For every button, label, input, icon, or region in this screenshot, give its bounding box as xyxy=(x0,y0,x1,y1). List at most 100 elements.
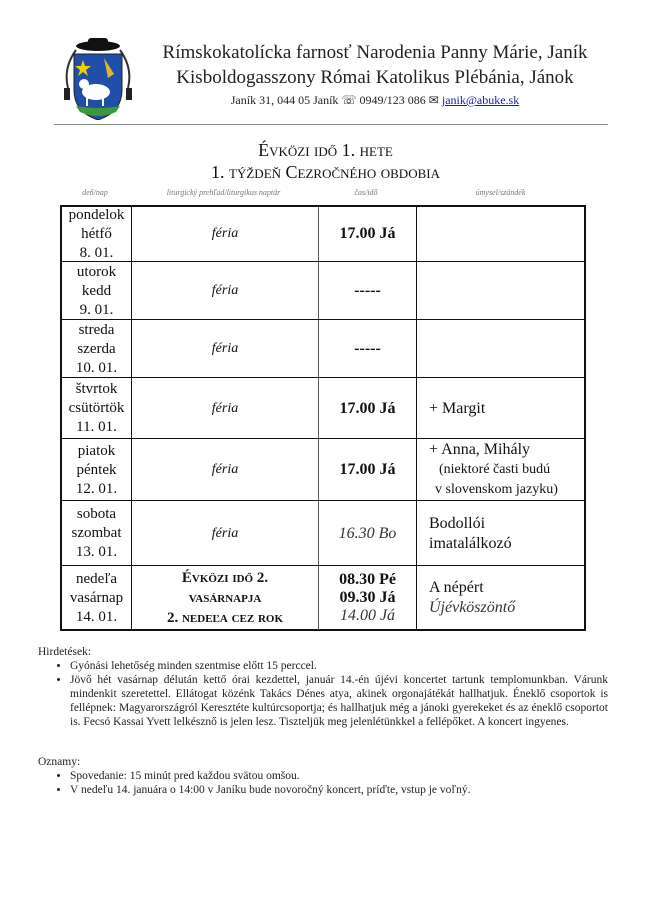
time-cell: 17.00 Já xyxy=(319,207,417,261)
table-row: nedeľa vasárnap 14. 01. Évközi idő 2. vasárn… xyxy=(62,565,584,630)
day-cell: sobota szombat 13. 01. xyxy=(62,501,132,566)
day-label: 12. 01. xyxy=(75,480,118,497)
announcement-item: Gyónási lehetőség minden szentmise előtt… xyxy=(70,659,608,673)
day-label: utorok xyxy=(76,263,117,280)
mass-time: 17.00 Já xyxy=(339,461,396,478)
time-cell: 17.00 Já xyxy=(319,439,417,501)
day-cell: utorok kedd 9. 01. xyxy=(62,262,132,320)
day-label: streda xyxy=(78,321,115,338)
liturgy-cell: Évközi idő 2. vasárnapja 2. nedeľa cez rok xyxy=(132,566,319,630)
intention-text: A népért xyxy=(429,579,484,596)
liturgy-cell: féria xyxy=(132,262,319,320)
intention-cell xyxy=(417,320,584,378)
address: Janík 31, 044 05 Janík xyxy=(230,93,339,107)
schedule-table: pondelok hétfő 8. 01. féria 17.00 Já utorok ke… xyxy=(60,205,586,631)
day-label: 11. 01. xyxy=(76,419,117,435)
liturgy-label: féria xyxy=(211,341,239,356)
header-divider xyxy=(54,124,608,125)
time-cell: ----- xyxy=(319,262,417,320)
announcement-item: Jövő hét vasárnap délután kettő órai kez… xyxy=(70,673,608,729)
liturgy-label: féria xyxy=(211,462,239,477)
intention-cell: + Margit xyxy=(417,378,584,439)
liturgy-cell: féria xyxy=(132,501,319,566)
mass-time: 16.30 Bo xyxy=(338,524,397,542)
mass-time: ----- xyxy=(354,340,381,357)
table-row: štvrtok csütörtök 11. 01. féria 17.00 Já + Ma… xyxy=(62,377,584,439)
mass-time: 09.30 Já xyxy=(339,589,396,606)
announcements-hu-heading: Hirdetések: xyxy=(38,646,92,658)
liturgy-cell: féria xyxy=(132,320,319,378)
week-title-sk: 1. týždeň Cezročného obdobia xyxy=(211,162,440,182)
day-cell: nedeľa vasárnap 14. 01. xyxy=(62,566,132,630)
column-header-day: deň/nap xyxy=(82,188,108,197)
day-label: nedeľa xyxy=(75,570,118,587)
day-label: kedd xyxy=(81,282,112,299)
liturgy-title: vasárnapja xyxy=(188,590,262,606)
parish-coat-of-arms-logo xyxy=(64,38,132,120)
time-cell: ----- xyxy=(319,320,417,378)
parish-name-sk: Rímskokatolícka farnosť Narodenia Panny … xyxy=(162,42,588,63)
intention-text: (niektoré časti budú xyxy=(439,462,551,477)
announcement-item: Spovedanie: 15 minút pred každou svätou … xyxy=(70,769,608,783)
day-cell: streda szerda 10. 01. xyxy=(62,320,132,378)
day-cell: piatok péntek 12. 01. xyxy=(62,439,132,501)
day-cell: štvrtok csütörtök 11. 01. xyxy=(62,378,132,439)
announcements-sk-heading: Oznamy: xyxy=(38,756,81,768)
telephone-icon: ☏ xyxy=(341,93,357,107)
mass-time: 17.00 Já xyxy=(339,225,396,242)
announcement-item: V nedeľu 14. januára o 14:00 v Janíku bu… xyxy=(70,783,608,797)
liturgy-label: féria xyxy=(211,283,239,298)
day-label: hétfő xyxy=(81,225,112,242)
day-label: 14. 01. xyxy=(75,608,118,625)
column-header-intention: úmysel/szándék xyxy=(475,188,526,197)
mass-time: ----- xyxy=(354,282,381,299)
liturgy-title: 2. nedeľa cez rok xyxy=(166,610,284,626)
intention-text: v slovenskom jazyku) xyxy=(435,482,558,497)
time-cell: 08.30 Pé 09.30 Já 14.00 Já xyxy=(319,566,417,630)
intention-cell: + Anna, Mihály (niektoré časti budú v slov… xyxy=(417,439,584,501)
day-label: piatok xyxy=(77,442,116,459)
liturgy-label: féria xyxy=(211,400,239,416)
intention-text: + Anna, Mihály xyxy=(429,441,531,458)
day-label: sobota xyxy=(76,506,117,522)
intention-text: imatalálkozó xyxy=(429,534,512,552)
day-label: 9. 01. xyxy=(79,301,114,318)
liturgy-label: féria xyxy=(211,226,239,241)
day-label: 8. 01. xyxy=(79,244,114,261)
intention-text: + Margit xyxy=(429,399,486,417)
announcements-hu: Hirdetések: Gyónási lehetőség minden sze… xyxy=(38,645,608,729)
intention-text: Bodollói xyxy=(429,514,486,532)
table-row: pondelok hétfő 8. 01. féria 17.00 Já xyxy=(62,207,584,261)
column-header-liturgy: liturgický prehľad/liturgikus naptár xyxy=(166,188,281,197)
mass-time: 17.00 Já xyxy=(339,399,396,417)
day-label: 10. 01. xyxy=(75,359,118,376)
liturgy-cell: féria xyxy=(132,439,319,501)
phone-number: 0949/123 086 xyxy=(359,93,426,107)
intention-cell xyxy=(417,262,584,320)
day-label: štvrtok xyxy=(75,381,118,397)
day-label: pondelok xyxy=(68,206,125,223)
table-row: sobota szombat 13. 01. féria 16.30 Bo Bodolló… xyxy=(62,500,584,566)
email-link[interactable]: janik@abuke.sk xyxy=(441,93,520,107)
liturgy-cell: féria xyxy=(132,207,319,261)
mass-time: 14.00 Já xyxy=(339,607,396,624)
intention-cell: A népért Újévköszöntő xyxy=(417,566,584,630)
liturgy-title: Évközi idő 2. xyxy=(181,570,269,586)
column-header-time: čas/idő xyxy=(354,188,378,197)
time-cell: 17.00 Já xyxy=(319,378,417,439)
table-row: utorok kedd 9. 01. féria ----- xyxy=(62,261,584,320)
day-label: szombat xyxy=(71,525,122,541)
day-label: 13. 01. xyxy=(75,544,118,560)
intention-cell: Bodollói imatalálkozó xyxy=(417,501,584,566)
day-label: csütörtök xyxy=(68,400,125,416)
day-label: péntek xyxy=(76,461,117,478)
table-row: piatok péntek 12. 01. féria 17.00 Já + Anna, … xyxy=(62,438,584,501)
day-cell: pondelok hétfő 8. 01. xyxy=(62,207,132,261)
table-row: streda szerda 10. 01. féria ----- xyxy=(62,319,584,378)
intention-text: Újévköszöntő xyxy=(429,599,516,616)
intention-cell xyxy=(417,207,584,261)
liturgy-label: féria xyxy=(211,525,239,541)
day-label: vasárnap xyxy=(69,589,124,606)
week-title-hu: Évközi idő 1. hete xyxy=(258,140,393,160)
